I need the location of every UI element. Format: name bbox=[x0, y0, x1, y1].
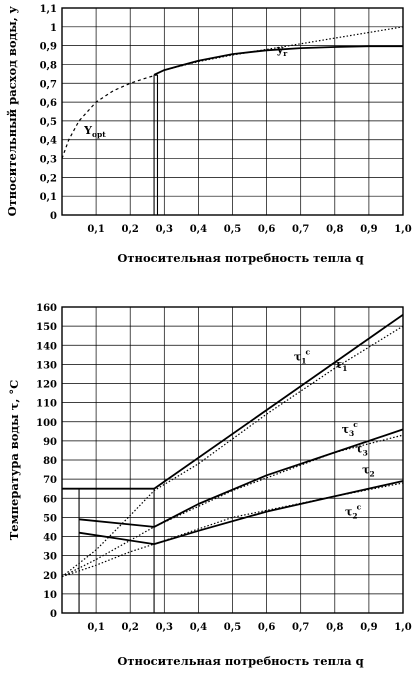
x-axis-title: Относительная потребность тепла q bbox=[117, 251, 363, 265]
series-line-segment-8 bbox=[78, 531, 155, 545]
curve-label-symbol: τ bbox=[342, 423, 349, 436]
y-tick-label: 70 bbox=[43, 475, 57, 486]
curve-label-τ1c: τ1c bbox=[294, 348, 311, 366]
x-tick-label: 0,7 bbox=[292, 224, 309, 235]
y-tick-label: 0,1 bbox=[40, 192, 57, 203]
y-tick-label: 1,1 bbox=[40, 4, 57, 15]
x-tick-label: 0,8 bbox=[326, 224, 343, 235]
series-line-τ1c bbox=[153, 313, 404, 490]
y-tick-label: 80 bbox=[43, 456, 57, 467]
curve-label-superscript: c bbox=[306, 348, 311, 357]
curve-label-yr: yr bbox=[276, 43, 288, 58]
y-axis-title: Температура воды τ, °C bbox=[7, 380, 21, 541]
x-tick-label: 0,4 bbox=[190, 622, 207, 633]
x-tick-label: 0,2 bbox=[121, 622, 138, 633]
y-tick-label: 30 bbox=[43, 552, 57, 563]
y-tick-label: 130 bbox=[36, 360, 57, 371]
y-tick-label: 110 bbox=[36, 399, 57, 410]
y-tick-label: 120 bbox=[36, 380, 57, 391]
curve-label-symbol: τ bbox=[294, 351, 301, 364]
series-line-segment-7 bbox=[78, 518, 155, 528]
x-tick-label: 0,3 bbox=[156, 224, 173, 235]
y-tick-label: 140 bbox=[36, 341, 57, 352]
curve-label-subscript: 1 bbox=[301, 357, 306, 366]
x-tick-label: 0,5 bbox=[224, 622, 241, 633]
curve-label-superscript: c bbox=[353, 420, 358, 429]
x-tick-label: 0,9 bbox=[360, 622, 377, 633]
curve-label-subscript: 1 bbox=[342, 364, 347, 373]
curve-label-τ2: τ2 bbox=[362, 463, 375, 478]
y-tick-label: 10 bbox=[43, 590, 57, 601]
curve-label-superscript: c bbox=[357, 502, 362, 511]
curve-label-τ3c: τ3c bbox=[342, 420, 359, 438]
curve-label-τ3: τ3 bbox=[355, 442, 368, 457]
chart-relative-water-flow: 0,1 0,2 0,3 0,4 0,5 0,6 0,7 0,8 0,9 1,0 0 0,1 0,2 0,3… bbox=[5, 4, 412, 265]
y-tick-label: 150 bbox=[36, 322, 57, 333]
y-tick-label: 90 bbox=[43, 437, 57, 448]
series-line-τ3 bbox=[61, 434, 404, 578]
x-tick-label: 0,6 bbox=[258, 622, 275, 633]
curve-label-τ2c: τ2c bbox=[345, 502, 362, 520]
curve-label-symbol: τ bbox=[345, 505, 352, 518]
y-tick-label: 0 bbox=[50, 211, 57, 222]
y-tick-label: 0,5 bbox=[40, 117, 57, 128]
x-tick-label: 0,8 bbox=[326, 622, 343, 633]
curve-label-symbol: τ bbox=[335, 358, 342, 371]
x-tick-label: 0,3 bbox=[156, 622, 173, 633]
curve-label-yopt: Yopt bbox=[83, 124, 106, 139]
series-line-τ3c bbox=[153, 428, 404, 528]
x-tick-label: 0,1 bbox=[87, 224, 104, 235]
y-tick-label: 0,6 bbox=[40, 98, 57, 109]
curve-label-symbol: y bbox=[276, 43, 284, 56]
x-tick-label: 1,0 bbox=[394, 224, 411, 235]
x-tick-label: 0,6 bbox=[258, 224, 275, 235]
x-axis-title: Относительная потребность тепла q bbox=[117, 654, 363, 668]
x-tick-label: 0,2 bbox=[121, 224, 138, 235]
x-tick-label: 0,4 bbox=[190, 224, 207, 235]
y-tick-label: 0,7 bbox=[40, 79, 57, 90]
curve-label-subscript: opt bbox=[92, 130, 106, 139]
y-tick-label: 0,4 bbox=[40, 136, 57, 147]
y-tick-label: 0 bbox=[50, 609, 57, 620]
y-tick-label: 20 bbox=[43, 571, 57, 582]
y-tick-label: 1 bbox=[50, 23, 57, 34]
curve-label-subscript: 2 bbox=[352, 511, 357, 520]
y-tick-label: 0,9 bbox=[40, 42, 57, 53]
y-tick-label: 60 bbox=[43, 494, 57, 505]
y-tick-label: 0,2 bbox=[40, 173, 57, 184]
y-tick-label: 0,3 bbox=[40, 155, 57, 166]
y-tick-label: 50 bbox=[43, 513, 57, 524]
curve-label-subscript: r bbox=[283, 49, 288, 58]
x-tick-label: 1,0 bbox=[394, 622, 411, 633]
y-axis-title: Относительный расход воды, y bbox=[5, 6, 19, 216]
x-tick-label: 0,5 bbox=[224, 224, 241, 235]
y-tick-label: 0,8 bbox=[40, 60, 57, 71]
curve-label-subscript: 2 bbox=[369, 469, 374, 478]
curve-label-subscript: 3 bbox=[363, 448, 368, 457]
series-line-yr bbox=[153, 45, 403, 76]
curve-label-τ1: τ1 bbox=[335, 358, 348, 373]
curve-label-symbol: Y bbox=[83, 124, 92, 137]
chart-water-temperature: 0,1 0,2 0,3 0,4 0,5 0,6 0,7 0,8 0,9 1,0 0 10 20 30 40 5… bbox=[7, 303, 412, 668]
curve-label-symbol: τ bbox=[355, 442, 362, 455]
series-line-τ2c bbox=[153, 480, 404, 545]
x-tick-label: 0,7 bbox=[292, 622, 309, 633]
series-line-yopt bbox=[61, 74, 158, 159]
x-tick-label: 0,9 bbox=[360, 224, 377, 235]
y-tick-label: 100 bbox=[36, 418, 57, 429]
y-tick-label: 160 bbox=[36, 303, 57, 314]
curve-label-symbol: τ bbox=[362, 463, 369, 476]
x-tick-label: 0,1 bbox=[87, 622, 104, 633]
y-tick-label: 40 bbox=[43, 533, 57, 544]
series-line-τ2 bbox=[61, 482, 404, 578]
curve-label-subscript: 3 bbox=[349, 429, 354, 438]
